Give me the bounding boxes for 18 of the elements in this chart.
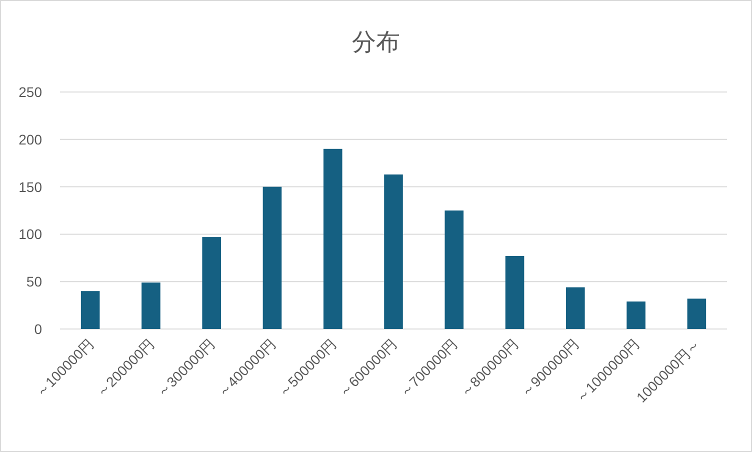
chart-title: 分布 [352, 29, 400, 56]
y-tick-label: 50 [26, 274, 42, 290]
bar [566, 287, 585, 329]
bar [80, 291, 100, 329]
bar [323, 148, 342, 329]
bar [444, 210, 464, 329]
y-tick-label: 200 [18, 131, 42, 148]
bar [262, 186, 282, 329]
y-tick-label: 0 [34, 321, 42, 337]
bar [505, 256, 524, 329]
y-tick-label: 150 [18, 178, 42, 195]
y-tick-label: 250 [18, 84, 42, 100]
bar [202, 237, 221, 329]
bar [384, 174, 403, 329]
y-tick-label: 100 [18, 226, 42, 242]
bar [626, 302, 646, 329]
bar [687, 298, 706, 329]
bar [142, 282, 160, 329]
